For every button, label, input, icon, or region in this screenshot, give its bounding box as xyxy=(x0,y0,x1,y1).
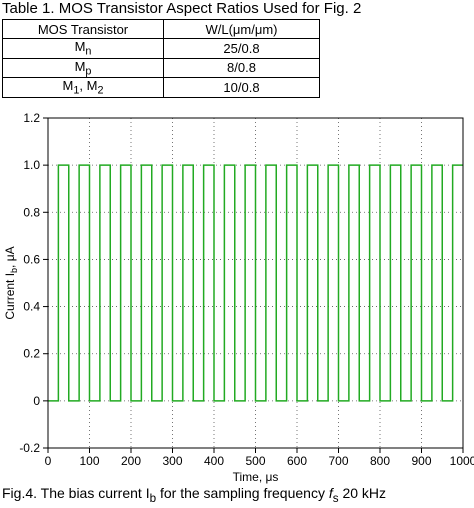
y-tick-label: -0.2 xyxy=(19,441,40,455)
table-header-row: MOS Transistor W/L(μm/μm) xyxy=(2,19,320,39)
transistor-name: Mp xyxy=(2,57,164,79)
series-layer xyxy=(48,164,463,402)
x-tick-label: 100 xyxy=(79,454,99,468)
bias-current-chart: 0 100 200 300 400 500 600 700 800 900 1000 -0.2 0 0.2… xyxy=(3,111,474,484)
aspect-ratio-table: MOS Transistor W/L(μm/μm) Mn 25/0.8 Mp 8… xyxy=(2,19,320,98)
x-tick-label: 300 xyxy=(162,454,182,468)
y-tick-label: 1.0 xyxy=(23,158,40,172)
x-tick-label: 800 xyxy=(370,454,390,468)
x-tick-label: 500 xyxy=(245,454,265,468)
bias-current-series xyxy=(48,164,463,402)
transistor-name: Mn xyxy=(2,38,164,59)
y-tick-label: 0.4 xyxy=(23,300,40,314)
y-tick-label: 0 xyxy=(33,394,40,408)
transistor-name: M1, M2 xyxy=(2,77,164,98)
x-tick-label: 600 xyxy=(287,454,307,468)
y-tick-label: 0.6 xyxy=(23,252,40,266)
x-tick-label: 200 xyxy=(121,454,141,468)
table-row: M1, M2 10/0.8 xyxy=(2,77,320,98)
x-tick-label: 400 xyxy=(204,454,224,468)
y-tick-label: 1.2 xyxy=(23,111,40,125)
ticks: 0 100 200 300 400 500 600 700 800 900 1000 -0.2 0 0.2… xyxy=(19,111,474,468)
x-tick-label: 1000 xyxy=(450,454,474,468)
header-ratio: W/L(μm/μm) xyxy=(163,19,320,39)
table-row: Mp 8/0.8 xyxy=(2,57,320,79)
y-axis-label: Current Ib, μA xyxy=(3,246,19,319)
figure-caption: Fig.4. The bias current Ib for the sampl… xyxy=(2,485,387,505)
ratio-value: 8/0.8 xyxy=(163,57,320,79)
y-tick-label: 0.2 xyxy=(23,347,40,361)
header-transistor: MOS Transistor xyxy=(2,19,164,39)
ratio-value: 10/0.8 xyxy=(163,77,320,98)
table-row: Mn 25/0.8 xyxy=(2,38,320,59)
table-caption: Table 1. MOS Transistor Aspect Ratios Us… xyxy=(2,0,362,17)
y-tick-label: 0.8 xyxy=(23,205,40,219)
x-axis-label: Time, μs xyxy=(233,470,279,484)
ratio-value: 25/0.8 xyxy=(163,38,320,59)
x-tick-label: 700 xyxy=(328,454,348,468)
x-tick-label: 0 xyxy=(45,454,52,468)
x-tick-label: 900 xyxy=(411,454,431,468)
